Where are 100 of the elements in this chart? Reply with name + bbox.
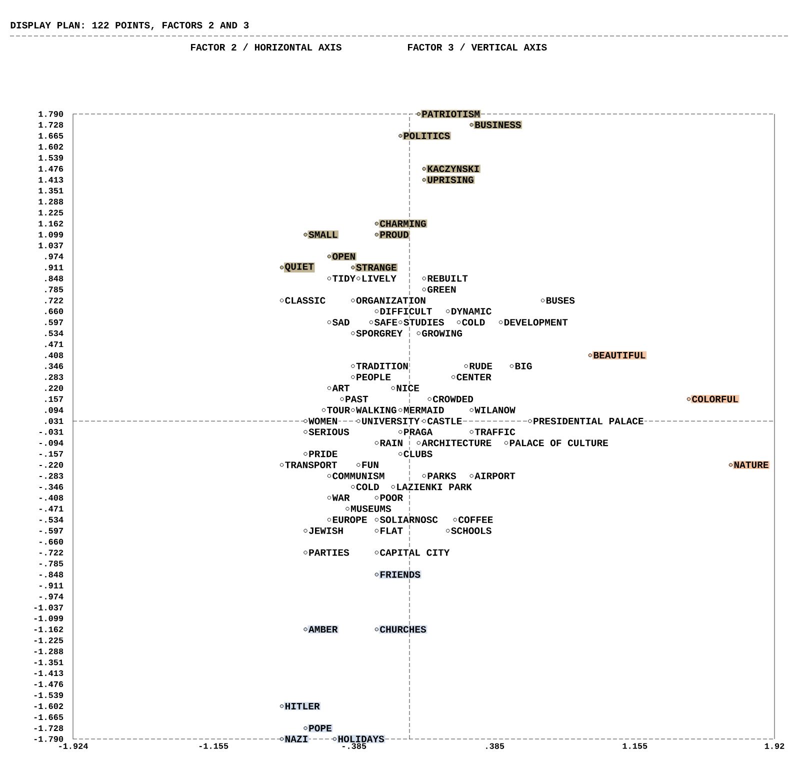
- point: [428, 397, 432, 401]
- data-label: QUIET: [285, 263, 314, 272]
- point: [369, 320, 374, 324]
- data-label: PATRIOTISM: [422, 110, 480, 118]
- point: [451, 375, 456, 379]
- x-tick-label: -.385: [342, 743, 366, 749]
- point: [351, 375, 355, 379]
- y-tick-label: -1.539: [34, 692, 64, 698]
- data-label: DEVELOPMENT: [504, 318, 568, 326]
- data-label: SERIOUS: [308, 428, 350, 436]
- x-tick-label: -1.155: [199, 743, 228, 749]
- y-tick-label: -.785: [40, 560, 64, 566]
- x-tick-label: .385: [486, 743, 504, 749]
- y-tick-label: -.408: [40, 494, 64, 501]
- data-label: FLAT: [380, 528, 403, 534]
- point: [398, 430, 402, 434]
- y-tick-label: 1.351: [38, 188, 64, 194]
- y-tick-label: 1.225: [38, 210, 64, 216]
- y-tick-label: -.660: [40, 538, 64, 545]
- point: [351, 364, 355, 368]
- data-label: SAD: [332, 318, 350, 326]
- y-tick-label: -.157: [40, 451, 63, 457]
- point: [470, 430, 474, 434]
- y-tick-label: .597: [45, 319, 63, 326]
- point: [470, 474, 474, 478]
- y-tick-label: -.848: [40, 572, 64, 578]
- x-tick-label: -1.924: [59, 743, 88, 749]
- point: [528, 419, 532, 423]
- y-tick-label: 1.539: [38, 154, 64, 161]
- data-label: PROUD: [380, 231, 408, 238]
- y-tick-label: 1.728: [38, 122, 64, 128]
- y-tick-label: -.597: [40, 528, 63, 534]
- y-tick-label: -1.351: [34, 659, 64, 666]
- data-label: KACZYNSKI: [428, 166, 479, 172]
- point: [327, 254, 332, 258]
- data-label: PRAGA: [404, 428, 433, 436]
- data-label: EUROPE: [332, 516, 367, 524]
- data-label: LIVELY: [362, 275, 396, 282]
- text: FACTOR 2 / HORIZONTAL AXIS: [191, 43, 342, 51]
- data-label: SAFE: [374, 318, 398, 326]
- y-tick-label: .408: [45, 352, 64, 358]
- point: [280, 463, 284, 467]
- point: [416, 441, 420, 445]
- point: [280, 737, 284, 741]
- point: [356, 276, 360, 280]
- point: [327, 474, 332, 478]
- data-label: COLORFUL: [692, 396, 738, 402]
- y-tick-label: -1.288: [34, 648, 64, 654]
- point: [416, 331, 420, 336]
- y-tick-label: 1.790: [38, 111, 64, 117]
- point: [304, 628, 308, 632]
- y-tick-label: 1.288: [38, 198, 64, 205]
- data-label: POLITICS: [404, 132, 450, 140]
- y-tick-label: .785: [45, 286, 64, 292]
- data-label: POPE: [309, 724, 332, 732]
- y-tick-label: .974: [45, 254, 64, 260]
- point: [504, 441, 508, 445]
- y-tick-label: -.974: [40, 594, 64, 600]
- data-label: WAR: [332, 494, 350, 501]
- y-tick-label: -1.413: [34, 670, 64, 676]
- data-label: BUSINESS: [475, 122, 521, 128]
- y-tick-label: -1.728: [34, 725, 64, 732]
- point: [280, 704, 284, 708]
- y-tick-label: .094: [45, 407, 64, 413]
- y-tick-label: .911: [45, 264, 64, 270]
- point: [327, 518, 332, 522]
- data-label: ORGANIZATION: [356, 297, 426, 304]
- y-tick-label: -.346: [40, 484, 64, 490]
- point: [327, 320, 332, 324]
- y-tick-label: .346: [45, 363, 64, 369]
- data-label: DYNAMIC: [452, 308, 492, 315]
- point: [446, 309, 450, 314]
- text: FACTOR 3 / VERTICAL AXIS: [408, 43, 547, 51]
- data-label: OPEN: [332, 253, 355, 260]
- point: [374, 528, 379, 533]
- data-label: PARTIES: [309, 549, 350, 556]
- point: [304, 550, 308, 554]
- point: [470, 122, 474, 127]
- point: [446, 528, 450, 533]
- data-label: GREEN: [428, 286, 456, 293]
- data-label: UPRISING: [428, 176, 474, 184]
- chart-title: DISPLAY PLAN: 122 POINTS, FACTORS 2 AND 3: [10, 22, 249, 30]
- data-label: UNIVERSITY: [362, 418, 420, 424]
- point: [374, 222, 379, 226]
- y-tick-label: -.220: [40, 462, 64, 468]
- data-label: PARKS: [428, 472, 456, 480]
- point: [470, 408, 474, 412]
- data-label: STUDIES: [404, 318, 444, 326]
- data-label: HITLER: [285, 702, 320, 710]
- data-label: CLUBS: [404, 450, 432, 458]
- point: [327, 276, 332, 280]
- data-label: CENTER: [456, 374, 492, 380]
- point: [280, 298, 284, 302]
- point: [340, 397, 344, 401]
- x-tick-label: 1.92: [764, 743, 784, 749]
- y-tick-label: -1.476: [34, 681, 64, 688]
- point: [351, 266, 355, 270]
- point: [356, 419, 360, 423]
- y-tick-label: -1.602: [34, 703, 64, 710]
- point: [510, 364, 514, 368]
